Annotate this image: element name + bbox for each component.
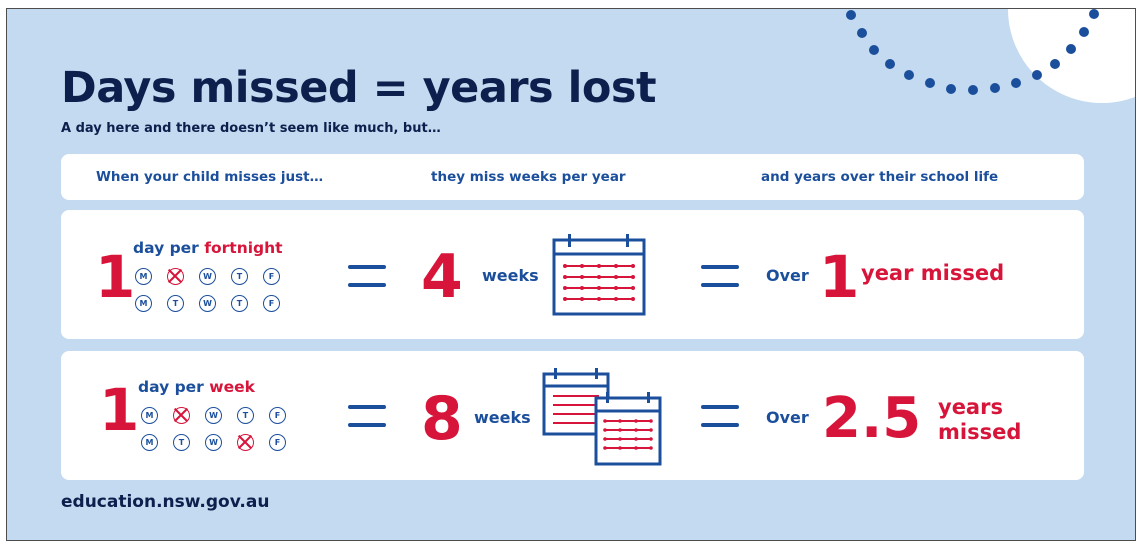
equals-sign: [701, 405, 739, 427]
day-circle: T: [237, 407, 254, 424]
column-header-years: and years over their school life: [761, 169, 999, 185]
row-week: 1 day per week M T W T F M T W T F 8 wee…: [61, 351, 1084, 480]
row1-day-count: 1: [95, 243, 136, 311]
row2-weeks-number: 8: [421, 384, 463, 454]
row1-years-line1: year missed: [861, 261, 1005, 285]
row2-over-label: Over: [766, 408, 809, 427]
day-circle: M: [135, 295, 152, 312]
column-header-bar: When your child misses just… they miss w…: [61, 154, 1084, 200]
day-circle: T: [167, 295, 184, 312]
row2-frequency-label: day per week: [138, 378, 255, 396]
day-circle: M: [141, 434, 158, 451]
row2-period: week: [209, 378, 255, 396]
footer-url: education.nsw.gov.au: [61, 492, 270, 512]
day-circle-missed: T: [167, 268, 184, 285]
row2-day-count: 1: [99, 376, 140, 444]
column-header-misses: When your child misses just…: [96, 169, 324, 185]
row2-years-line1: years: [938, 395, 1003, 419]
page-title: Days missed = years lost: [61, 63, 657, 113]
row2-per-prefix: day per: [138, 378, 204, 396]
day-circle: W: [205, 407, 222, 424]
calendar-stack-icon: [542, 368, 662, 466]
dot-arc-dots: [846, 9, 1099, 95]
day-circle: W: [199, 268, 216, 285]
day-circle: F: [269, 407, 286, 424]
day-circle: T: [173, 434, 190, 451]
page-subtitle: A day here and there doesn’t seem like m…: [61, 121, 441, 136]
day-circle-missed: T: [173, 407, 190, 424]
equals-sign: [701, 265, 739, 287]
calendar-icon: [552, 234, 646, 316]
row1-weeks-number: 4: [421, 242, 463, 312]
day-circle: T: [231, 295, 248, 312]
calendar-icon-front: [594, 392, 662, 466]
row1-frequency-label: day per fortnight: [133, 239, 283, 257]
day-circle: F: [263, 295, 280, 312]
infographic-card: Days missed = years lost A day here and …: [6, 8, 1136, 541]
day-circle: M: [135, 268, 152, 285]
day-circle-missed: T: [237, 434, 254, 451]
row1-over-label: Over: [766, 266, 809, 285]
day-circle: F: [263, 268, 280, 285]
row2-weeks-label: weeks: [474, 408, 531, 427]
column-header-weeks: they miss weeks per year: [431, 169, 626, 185]
day-circle: W: [199, 295, 216, 312]
row2-day-grid: M T W T F M T W T F: [141, 407, 291, 459]
day-circle: T: [231, 268, 248, 285]
row1-per-prefix: day per: [133, 239, 199, 257]
row2-years-line2: missed: [938, 420, 1022, 444]
equals-sign: [348, 405, 386, 427]
row-fortnight: 1 day per fortnight M T W T F M T W T F …: [61, 210, 1084, 339]
decorative-white-circle: [1008, 9, 1135, 103]
row1-period: fortnight: [204, 239, 283, 257]
day-circle: F: [269, 434, 286, 451]
row2-years-number: 2.5: [822, 386, 922, 451]
row1-years-number: 1: [819, 243, 860, 311]
row1-day-grid: M T W T F M T W T F: [135, 268, 285, 320]
day-circle: M: [141, 407, 158, 424]
equals-sign: [348, 265, 386, 287]
day-circle: W: [205, 434, 222, 451]
row1-weeks-label: weeks: [482, 266, 539, 285]
